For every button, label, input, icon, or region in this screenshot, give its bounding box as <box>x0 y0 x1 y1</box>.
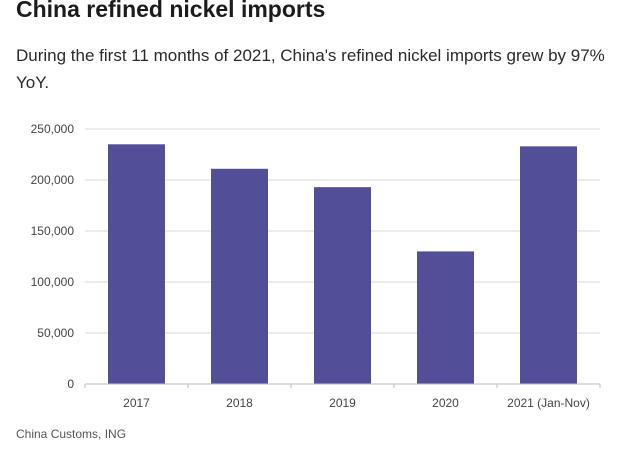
chart-subtitle: During the first 11 months of 2021, Chin… <box>16 46 605 92</box>
bar <box>314 187 371 384</box>
source-note: China Customs, ING <box>16 427 127 441</box>
x-axis: 2017 2018 2019 2020 2021 (Jan-Nov) <box>84 383 601 410</box>
x-tick-label: 2019 <box>329 396 356 410</box>
x-tick-label: 2021 (Jan-Nov) <box>507 396 590 410</box>
bar <box>520 146 577 384</box>
chart-title: China refined nickel imports <box>16 0 326 22</box>
x-tick-label: 2020 <box>432 396 459 410</box>
bar <box>108 144 165 384</box>
bars <box>108 144 577 384</box>
y-tick-label: 100,000 <box>31 275 75 289</box>
x-tick-label: 2017 <box>123 396 150 410</box>
y-tick-label: 200,000 <box>31 173 75 187</box>
x-tick-label: 2018 <box>226 396 253 410</box>
bar <box>211 168 268 384</box>
y-tick-label: 50,000 <box>37 326 74 340</box>
y-tick-label: 150,000 <box>31 224 75 238</box>
bar <box>417 251 474 384</box>
y-axis: 0 50,000 100,000 150,000 200,000 250,000 <box>31 122 75 391</box>
y-tick-label: 0 <box>67 377 74 391</box>
y-tick-label: 250,000 <box>31 122 75 136</box>
